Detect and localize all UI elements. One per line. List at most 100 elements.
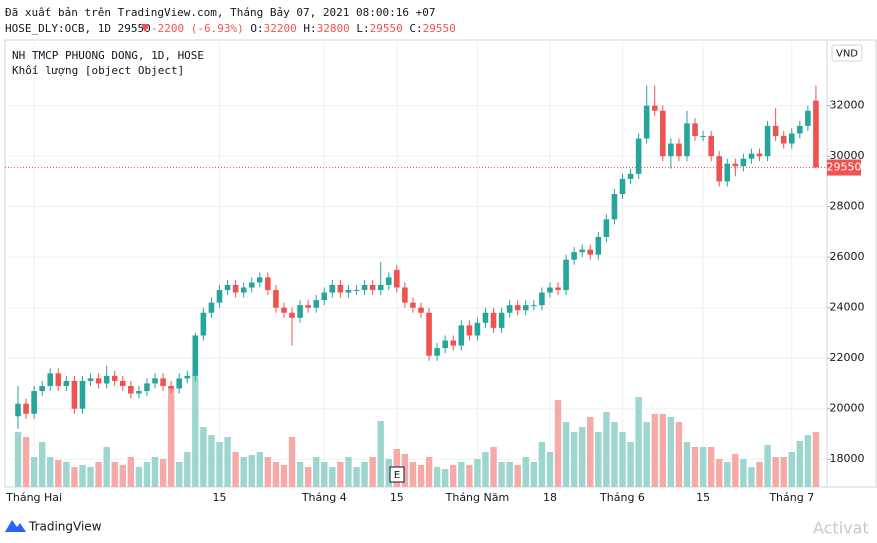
candle-body (47, 373, 54, 386)
candle-body (176, 378, 182, 389)
h-label: H: (303, 22, 316, 35)
candle-body (732, 163, 739, 167)
volume-bar (780, 457, 787, 487)
volume-bar (570, 432, 578, 487)
candle-body (111, 375, 118, 381)
candle-body (506, 305, 513, 313)
volume-bar (127, 457, 135, 487)
volume-bar (587, 417, 594, 487)
volume-bar (748, 467, 755, 487)
candle-body (643, 105, 650, 139)
candle-body (571, 252, 577, 260)
candle-body (797, 125, 803, 134)
volume-bar (651, 414, 658, 487)
candle-body (361, 284, 368, 291)
volume-bar (321, 462, 328, 487)
volume-bar (514, 465, 521, 487)
volume-bar (176, 462, 183, 487)
watermark: Activat (813, 519, 869, 538)
x-tick-label: Tháng 6 (599, 491, 645, 504)
published-note: Đã xuất bản trên TradingView.com, Tháng … (5, 6, 435, 19)
volume-bar (546, 452, 554, 487)
candle-body (224, 284, 231, 291)
x-tick-label: Tháng 7 (768, 491, 814, 504)
candle-body (660, 110, 666, 157)
o-label: O: (250, 22, 263, 35)
close-value: 29550 (423, 22, 456, 35)
candle-body (619, 178, 626, 195)
candle-body (103, 375, 110, 384)
volume-bar (345, 457, 352, 487)
volume-bar (135, 467, 143, 487)
candle-body (329, 284, 336, 293)
candle-body (321, 292, 328, 301)
candle-body (394, 269, 400, 288)
candle-body (611, 194, 618, 220)
candle-body (208, 302, 215, 313)
currency[interactable]: VND (836, 49, 858, 60)
candle-body (79, 380, 86, 409)
volume-bar (611, 422, 618, 487)
volume-bar (63, 462, 70, 487)
candle-body (402, 287, 408, 303)
symbol-info: HOSE_DLY:OCB, 1D 29550 (5, 22, 151, 35)
candle-body (168, 385, 174, 389)
volume-bar (304, 467, 312, 487)
candle-body (450, 340, 457, 346)
volume-bar (151, 457, 159, 487)
last-price-box (827, 159, 861, 176)
candle-body (531, 305, 537, 307)
candle-body (651, 105, 658, 111)
volume-bar (788, 452, 795, 487)
candle-body (716, 156, 723, 182)
candle-body (119, 380, 126, 386)
candle-body (418, 307, 424, 313)
candle-body (555, 287, 561, 291)
candle-body (232, 284, 239, 293)
y-tick-label: 18000 (830, 452, 865, 465)
event-box[interactable] (389, 466, 405, 483)
symbol: HOSE_DLY:OCB, 1D (5, 22, 111, 35)
candle-body (426, 312, 432, 356)
x-tick-label: 15 (213, 491, 227, 504)
currency-box[interactable] (831, 44, 863, 62)
y-tick-label: 20000 (830, 402, 865, 415)
candle-body (772, 125, 779, 136)
volume-bar (167, 387, 175, 487)
x-tick-label: Tháng 4 (301, 491, 347, 504)
x-tick-label: Tháng Năm (445, 491, 510, 504)
candle-body (442, 340, 448, 349)
open-value: 32200 (264, 22, 297, 35)
l-label: L: (356, 22, 369, 35)
candle-body (136, 391, 142, 394)
candle-body (289, 312, 295, 318)
candle-body (39, 385, 45, 392)
candle-body (23, 403, 29, 414)
volume-bar (47, 457, 54, 487)
volume-bar (87, 467, 94, 487)
volume-bar (200, 427, 207, 487)
volume-bar (450, 465, 457, 487)
volume-bar (554, 400, 562, 487)
candle-body (813, 100, 819, 168)
volume-bar (683, 442, 691, 487)
volume-bar (216, 442, 223, 487)
volume-bar (675, 422, 683, 487)
volume-bar (103, 447, 110, 487)
candle-body (305, 305, 311, 308)
volume-bar (192, 375, 199, 487)
volume-bar (796, 441, 804, 487)
volume-bar (627, 442, 634, 487)
volume-bar (38, 442, 46, 487)
x-tick-label: 18 (543, 491, 557, 504)
volume-bar (699, 447, 707, 487)
candle-body (482, 312, 489, 323)
volume-bar (804, 435, 812, 487)
volume-bar (635, 397, 642, 487)
event-marker[interactable]: E (394, 470, 400, 481)
x-tick-label: Tháng Hai (5, 491, 62, 504)
volume-bar (498, 462, 505, 487)
candle-body (434, 348, 440, 356)
y-tick-label: 30000 (830, 149, 865, 162)
